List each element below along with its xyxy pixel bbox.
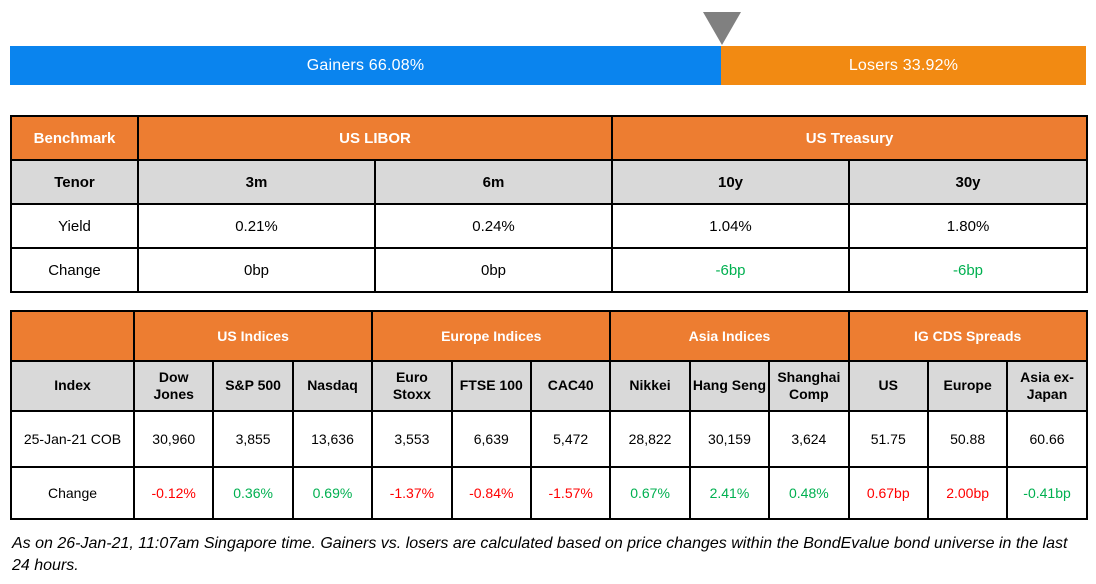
tenor-row-label: Tenor bbox=[10, 159, 139, 205]
change-sp500: 0.36% bbox=[212, 466, 294, 520]
benchmark-table: Benchmark US LIBOR US Treasury Tenor 3m … bbox=[10, 115, 1089, 293]
table-row: 25-Jan-21 COB 30,960 3,855 13,636 3,553 … bbox=[10, 410, 1088, 468]
change-row-label: Change bbox=[10, 466, 135, 520]
col-header-nasdaq: Nasdaq bbox=[291, 360, 374, 412]
col-header-sp500: S&P 500 bbox=[212, 360, 294, 412]
group-header-ig-cds-spreads: IG CDS Spreads bbox=[847, 310, 1088, 362]
benchmark-corner-header: Benchmark bbox=[10, 115, 139, 161]
col-header-cds-europe: Europe bbox=[926, 360, 1009, 412]
change-dow-jones: -0.12% bbox=[132, 466, 215, 520]
yield-3m: 0.21% bbox=[137, 203, 376, 249]
yield-30y: 1.80% bbox=[848, 203, 1089, 249]
group-header-europe-indices: Europe Indices bbox=[371, 310, 612, 362]
change-value: -6bp bbox=[953, 261, 984, 279]
change-nikkei: 0.67% bbox=[609, 466, 691, 520]
table-row: Index Dow Jones S&P 500 Nasdaq Euro Stox… bbox=[10, 360, 1088, 412]
group-header-asia-indices: Asia Indices bbox=[609, 310, 850, 362]
col-header-hang-seng: Hang Seng bbox=[688, 360, 771, 412]
yield-row-label: Yield bbox=[10, 203, 139, 249]
value-nasdaq: 13,636 bbox=[291, 410, 374, 468]
indices-table: US Indices Europe Indices Asia Indices I… bbox=[10, 310, 1088, 520]
tenor-30y: 30y bbox=[848, 159, 1089, 205]
tenor-6m: 6m bbox=[373, 159, 614, 205]
value-cac40: 5,472 bbox=[529, 410, 612, 468]
change-value: -0.84% bbox=[469, 485, 514, 501]
losers-label: Losers 33.92% bbox=[848, 56, 959, 74]
change-hang-seng: 2.41% bbox=[688, 466, 771, 520]
change-value: 0.67% bbox=[630, 485, 670, 501]
change-30y: -6bp bbox=[848, 247, 1089, 293]
change-cds-europe: 2.00bp bbox=[926, 466, 1009, 520]
value-dow-jones: 30,960 bbox=[132, 410, 215, 468]
col-header-euro-stoxx: Euro Stoxx bbox=[371, 360, 453, 412]
change-ftse-100: -0.84% bbox=[450, 466, 532, 520]
change-shanghai-comp: 0.48% bbox=[768, 466, 850, 520]
value-euro-stoxx: 3,553 bbox=[371, 410, 453, 468]
col-header-shanghai-comp: Shanghai Comp bbox=[768, 360, 850, 412]
change-value: 0.36% bbox=[233, 485, 273, 501]
value-cds-asia-ex-japan: 60.66 bbox=[1006, 410, 1088, 468]
value-ftse-100: 6,639 bbox=[450, 410, 532, 468]
value-cds-us: 51.75 bbox=[847, 410, 929, 468]
col-header-nikkei: Nikkei bbox=[609, 360, 691, 412]
gainers-segment: Gainers 66.08% bbox=[10, 46, 722, 85]
tenor-10y: 10y bbox=[611, 159, 851, 205]
change-3m: 0bp bbox=[137, 247, 376, 293]
value-shanghai-comp: 3,624 bbox=[768, 410, 850, 468]
col-header-cac40: CAC40 bbox=[529, 360, 612, 412]
change-cac40: -1.57% bbox=[529, 466, 612, 520]
value-sp500: 3,855 bbox=[212, 410, 294, 468]
change-value: 0.69% bbox=[312, 485, 353, 501]
yield-6m: 0.24% bbox=[373, 203, 614, 249]
indices-corner-empty bbox=[10, 310, 135, 362]
group-header-us-libor: US LIBOR bbox=[136, 115, 614, 161]
values-row-label: 25-Jan-21 COB bbox=[10, 410, 135, 468]
footnote: As on 26-Jan-21, 11:07am Singapore time.… bbox=[12, 535, 1068, 574]
table-row: Yield 0.21% 0.24% 1.04% 1.80% bbox=[10, 203, 1089, 249]
change-value: 0.48% bbox=[788, 485, 829, 501]
change-row-label: Change bbox=[10, 247, 139, 293]
change-value: -6bp bbox=[715, 261, 746, 279]
group-header-us-indices: US Indices bbox=[132, 310, 374, 362]
change-value: 0.67bp bbox=[866, 485, 910, 501]
change-euro-stoxx: -1.37% bbox=[371, 466, 453, 520]
table-row: US Indices Europe Indices Asia Indices I… bbox=[10, 310, 1088, 362]
change-value: 0bp bbox=[243, 261, 270, 279]
tenor-3m: 3m bbox=[137, 159, 376, 205]
gainers-label: Gainers 66.08% bbox=[306, 56, 425, 74]
value-cds-europe: 50.88 bbox=[926, 410, 1009, 468]
change-6m: 0bp bbox=[373, 247, 614, 293]
losers-segment: Losers 33.92% bbox=[721, 46, 1086, 85]
gainers-losers-bar: Gainers 66.08% Losers 33.92% bbox=[10, 46, 1086, 85]
change-cds-asia-ex-japan: -0.41bp bbox=[1006, 466, 1088, 520]
change-10y: -6bp bbox=[611, 247, 851, 293]
change-value: -1.57% bbox=[548, 485, 593, 501]
table-row: Benchmark US LIBOR US Treasury bbox=[10, 115, 1089, 161]
change-value: 2.41% bbox=[709, 485, 750, 501]
change-value: -1.37% bbox=[389, 485, 435, 501]
change-value: 2.00bp bbox=[946, 485, 990, 501]
change-cds-us: 0.67bp bbox=[847, 466, 929, 520]
yield-10y: 1.04% bbox=[611, 203, 851, 249]
table-row: Change 0bp 0bp -6bp -6bp bbox=[10, 247, 1089, 293]
table-row: Change -0.12% 0.36% 0.69% -1.37% -0.84% … bbox=[10, 466, 1088, 520]
change-value: 0bp bbox=[480, 261, 507, 279]
value-hang-seng: 30,159 bbox=[688, 410, 771, 468]
col-header-ftse-100: FTSE 100 bbox=[450, 360, 532, 412]
col-header-cds-asia-ex-japan: Asia ex-Japan bbox=[1006, 360, 1088, 412]
change-nasdaq: 0.69% bbox=[291, 466, 374, 520]
col-header-dow-jones: Dow Jones bbox=[132, 360, 215, 412]
group-header-us-treasury: US Treasury bbox=[611, 115, 1089, 161]
index-row-label: Index bbox=[10, 360, 135, 412]
col-header-cds-us: US bbox=[847, 360, 929, 412]
value-nikkei: 28,822 bbox=[609, 410, 691, 468]
gainers-losers-pointer-icon bbox=[703, 12, 741, 45]
change-value: -0.41bp bbox=[1023, 485, 1071, 501]
change-value: -0.12% bbox=[151, 485, 196, 501]
table-row: Tenor 3m 6m 10y 30y bbox=[10, 159, 1089, 205]
